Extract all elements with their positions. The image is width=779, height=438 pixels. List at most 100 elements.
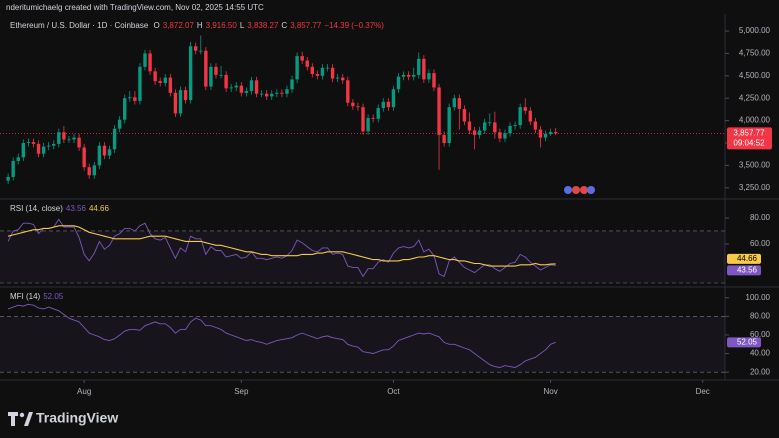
indicator-legend: MFI (14) 52.05 (10, 292, 66, 301)
candle-body (112, 128, 117, 150)
candle-body (523, 107, 527, 111)
candle-body (488, 122, 492, 124)
ohlc-value: 3,857.77 (290, 21, 322, 30)
candle-body (87, 167, 91, 176)
candle-body (406, 74, 411, 77)
y-tick-label: 3,500.00 (739, 161, 771, 170)
candle-body (82, 147, 86, 168)
change: −14.39 (−0.37%) (324, 21, 384, 30)
candle-body (72, 137, 76, 140)
candle-body (335, 77, 340, 79)
candle-body (356, 106, 360, 108)
candle-body (553, 132, 558, 134)
value-label: 44.66 (737, 254, 758, 263)
candle-body (467, 121, 472, 131)
y-tick-label: 5,000.00 (739, 26, 771, 35)
y-tick-label: 4,500.00 (739, 71, 771, 80)
value-label-box (727, 337, 761, 348)
candle-body (432, 73, 436, 88)
candle-body (204, 50, 208, 87)
candle-body (153, 71, 157, 82)
ohlc-value: 3,872.07 (162, 21, 194, 30)
candle-body (16, 157, 20, 161)
candle-body (320, 67, 325, 76)
candle-body (310, 66, 315, 75)
indicator-line (7, 218, 556, 278)
candle-body (123, 98, 127, 120)
y-tick-label: 60.00 (750, 330, 771, 339)
y-tick-label: 4,250.00 (739, 93, 771, 102)
candle-body (361, 107, 365, 132)
candle-body (442, 134, 446, 143)
y-tick-label: 20.00 (750, 367, 771, 376)
y-tick-label: 3,250.00 (739, 183, 771, 192)
brand: TradingView (36, 410, 118, 426)
candle-body (346, 80, 350, 103)
y-tick-label: 4,750.00 (739, 49, 771, 58)
candle-body (41, 146, 46, 154)
candle-body (209, 66, 213, 87)
candle-body (401, 74, 406, 77)
candle-body (133, 97, 137, 101)
candle-body (259, 93, 264, 95)
candle-body (270, 93, 274, 97)
candle-body (158, 81, 162, 83)
candle-body (168, 77, 173, 93)
value-label: 43.56 (737, 265, 758, 274)
candle-body (249, 80, 254, 92)
candle-body (533, 121, 538, 130)
band-fill (0, 316, 725, 373)
ohlc-key: L (239, 21, 245, 30)
indicator-line (7, 225, 556, 267)
candle-body (396, 76, 401, 90)
price-legend: Ethereum / U.S. Dollar · 1D · Coinbase O… (10, 21, 387, 30)
candle-body (36, 143, 41, 154)
candle-body (447, 107, 451, 143)
candle-body (427, 73, 431, 80)
indicator-title: RSI (14, close) (10, 204, 63, 213)
candle-body (290, 79, 294, 90)
candle-body (482, 122, 487, 131)
candle-body (11, 160, 15, 178)
candle-body (508, 125, 512, 134)
candle-body (437, 87, 441, 135)
candle-body (97, 145, 102, 166)
candle-body (493, 122, 497, 133)
y-tick-label: 4,000.00 (739, 116, 771, 125)
indicator-title: MFI (14) (10, 292, 41, 301)
candle-body (163, 77, 167, 83)
countdown: 09:04:52 (733, 138, 765, 147)
candle-body (6, 177, 10, 181)
candle-body (254, 80, 259, 94)
last-price-label: 3,857.77 (733, 128, 765, 137)
candle-body (538, 129, 543, 138)
candle-body (21, 142, 26, 158)
x-tick-label: Aug (77, 387, 91, 396)
candle-body (224, 74, 228, 89)
event-icons (564, 186, 595, 194)
candle-body (138, 66, 142, 101)
candle-body (57, 132, 61, 144)
candle-body (462, 108, 467, 122)
candle-body (264, 93, 269, 97)
candle-body (214, 66, 218, 75)
candle-body (193, 46, 198, 51)
candle-body (26, 142, 31, 143)
logo (8, 412, 33, 426)
y-tick-label: 40.00 (750, 349, 771, 358)
candle-body (117, 119, 122, 129)
candle-body (92, 165, 97, 176)
ohlc-value: 3,916.50 (205, 21, 237, 30)
candle-body (143, 53, 147, 67)
x-tick-label: Nov (543, 387, 557, 396)
candle-body (518, 107, 522, 126)
indicator-legend: RSI (14, close) 43.56 44.66 (10, 204, 112, 213)
candle-body (543, 134, 548, 138)
candle-body (280, 92, 284, 94)
y-tick-label: 80.00 (750, 213, 771, 222)
y-tick-label: 100.00 (746, 293, 771, 302)
candle-body (366, 117, 370, 132)
candle-body (31, 142, 36, 144)
